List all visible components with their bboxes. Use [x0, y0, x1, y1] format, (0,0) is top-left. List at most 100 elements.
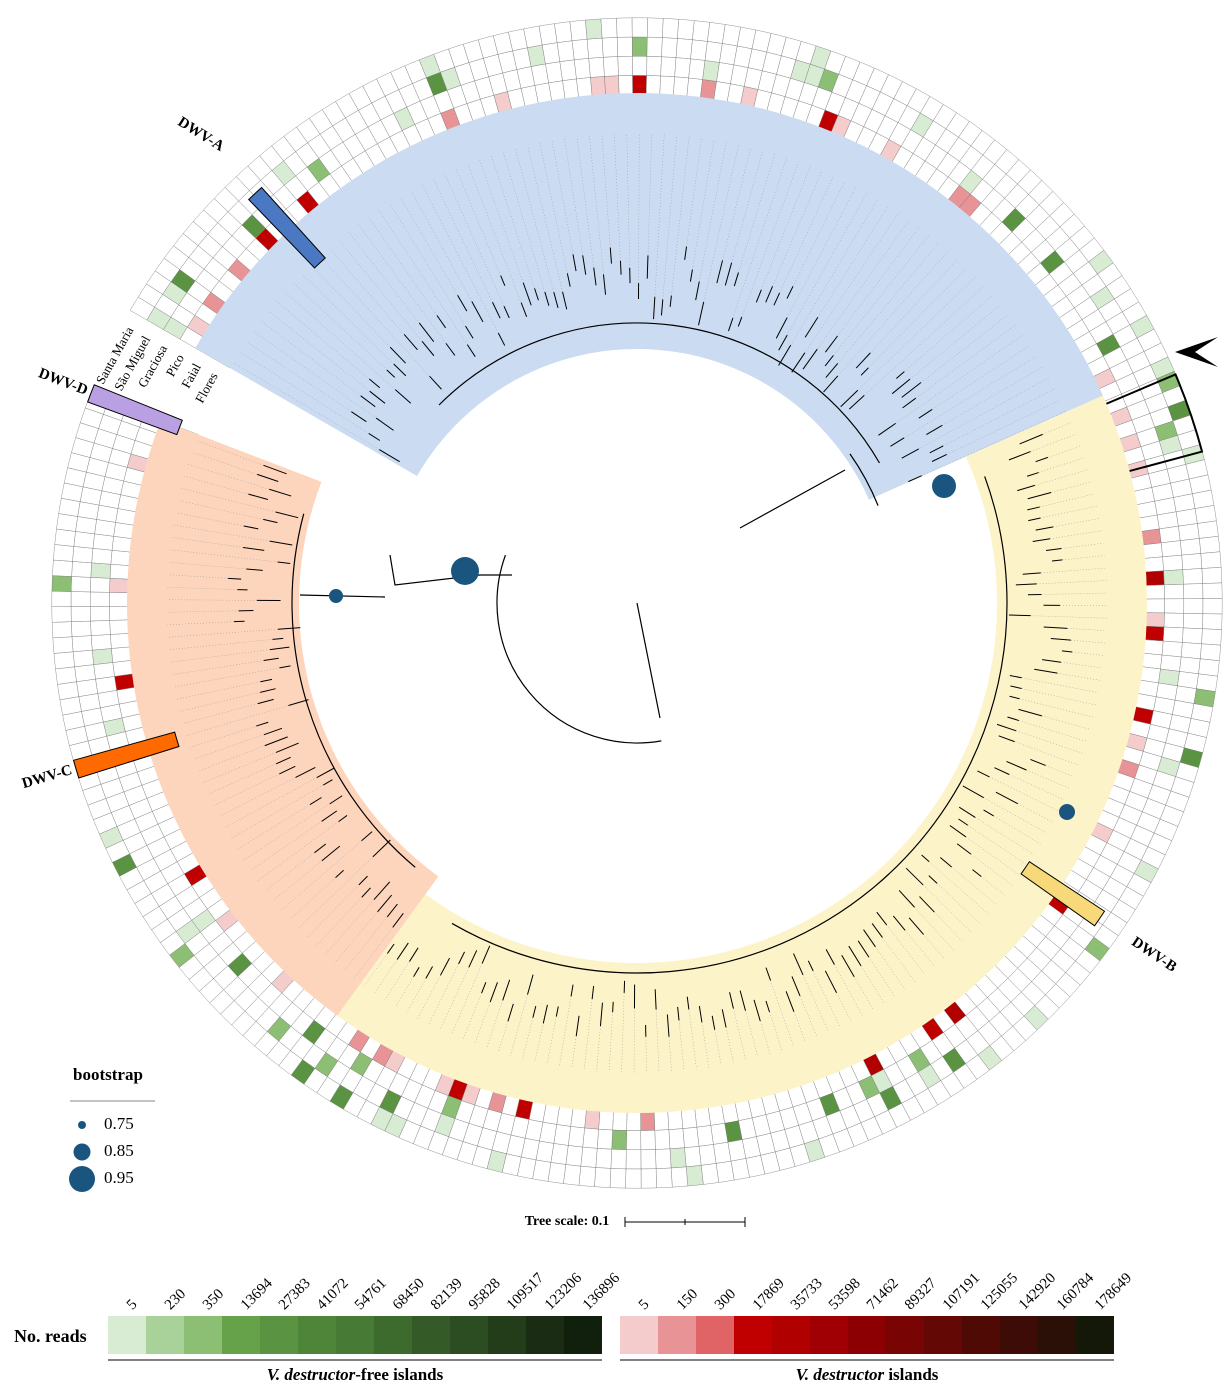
- leaf-guide: [358, 224, 447, 344]
- heat-cell: [603, 56, 619, 77]
- leaf-guide: [175, 512, 244, 527]
- leaf-guide: [621, 992, 625, 1073]
- heat-cell: [604, 75, 620, 96]
- leaf-guide: [918, 377, 1050, 450]
- leaf-branch: [863, 929, 876, 948]
- heat-cell: [54, 528, 76, 547]
- leaf-guide: [187, 463, 270, 490]
- leaf-branch: [1035, 456, 1049, 463]
- heat-cell: [51, 590, 72, 607]
- heat-cell: [1200, 643, 1221, 661]
- leaf-guide: [614, 133, 621, 261]
- leaf-guide: [348, 231, 420, 324]
- leaf-branch: [902, 397, 917, 409]
- leaf-guide: [173, 524, 270, 542]
- leaf-branch: [468, 950, 478, 968]
- leaf-branch: [575, 1015, 580, 1037]
- leaf-branch: [275, 511, 299, 519]
- leaf-branch: [876, 911, 888, 926]
- heat-cell: [70, 606, 91, 622]
- leaf-branch: [351, 411, 367, 423]
- heat-cell: [640, 1110, 655, 1131]
- leaf-branch: [931, 453, 947, 462]
- leaf-branch: [269, 646, 290, 651]
- leaf-guide: [178, 500, 264, 520]
- leaf-guide: [212, 773, 280, 806]
- heat-cell: [670, 1166, 689, 1188]
- scale-label: 350: [200, 1286, 227, 1313]
- heat-cell: [616, 36, 633, 57]
- leaf-guide: [534, 1023, 544, 1062]
- heat-cell: [646, 36, 663, 57]
- leaf-branch: [500, 275, 506, 286]
- leaf-branch: [737, 316, 743, 327]
- leaf-branch: [471, 301, 484, 323]
- leaf-branch: [440, 957, 450, 976]
- leaf-branch: [257, 698, 274, 705]
- caption-rest: -free islands: [355, 1365, 443, 1384]
- leaf-guide: [936, 883, 981, 925]
- leaf-branch: [996, 723, 1017, 732]
- heat-cell: [53, 651, 75, 670]
- leaf-guide: [725, 1027, 734, 1064]
- clade-bar: [247, 186, 326, 269]
- leaf-guide: [364, 953, 388, 986]
- leaf-branch: [755, 289, 762, 303]
- heat-cell: [601, 37, 619, 58]
- leaf-branch: [1051, 559, 1063, 562]
- scale-label: 54761: [352, 1275, 390, 1313]
- heat-cell: [74, 664, 96, 682]
- leaf-guide: [406, 978, 427, 1013]
- leaf-branch: [246, 568, 263, 571]
- leaf-branch: [386, 903, 398, 918]
- leaf-branch: [481, 945, 491, 964]
- leaf-guide: [1030, 433, 1076, 452]
- scale-cell: [146, 1316, 184, 1354]
- heat-cell: [1141, 542, 1163, 559]
- leaf-branch: [481, 982, 487, 994]
- heat-cell: [690, 39, 708, 61]
- scale-cell: [1076, 1316, 1114, 1354]
- bootstrap-key: [73, 1143, 91, 1161]
- leaf-branch: [591, 985, 595, 1000]
- heat-cell: [617, 56, 633, 76]
- leaf-branch: [855, 352, 871, 369]
- leaf-branch: [256, 721, 269, 727]
- heat-cell: [1163, 569, 1184, 586]
- leaf-guide: [1030, 615, 1107, 619]
- heat-cell: [655, 1148, 672, 1169]
- leaf-guide: [551, 140, 574, 255]
- leaf-branch: [619, 260, 622, 275]
- heat-cell: [631, 17, 648, 38]
- heat-cell: [1202, 582, 1223, 599]
- heat-cell: [1175, 508, 1198, 527]
- leaf-guide: [1039, 493, 1095, 508]
- leaf-branch: [458, 951, 465, 965]
- leaf-guide: [1041, 592, 1107, 595]
- bootstrap-node: [1059, 804, 1075, 820]
- heat-cell: [109, 592, 129, 607]
- heat-cell: [647, 17, 664, 38]
- leaf-branch: [686, 996, 690, 1010]
- caption-italic: V. destructor: [796, 1365, 885, 1384]
- leaf-branch: [1008, 451, 1031, 461]
- leaf-branch: [392, 912, 404, 928]
- leaf-branch: [492, 302, 501, 319]
- leaf-branch: [1032, 538, 1051, 542]
- leaf-guide: [981, 876, 1006, 896]
- heat-cell: [1160, 540, 1182, 558]
- heat-cell: [1179, 656, 1201, 675]
- scale-label: 89327: [902, 1275, 940, 1313]
- heat-cell: [72, 546, 94, 564]
- heat-cell: [556, 40, 575, 62]
- leaf-branch: [1050, 637, 1071, 641]
- heat-cell: [554, 21, 573, 43]
- branch: [299, 469, 846, 719]
- leaf-guide: [315, 897, 362, 947]
- heat-cell: [609, 1168, 627, 1189]
- heat-cell: [715, 1160, 735, 1183]
- leaf-branch: [825, 363, 839, 378]
- leaf-guide: [253, 330, 377, 419]
- leaf-branch: [695, 281, 700, 301]
- tree: [126, 92, 1148, 1114]
